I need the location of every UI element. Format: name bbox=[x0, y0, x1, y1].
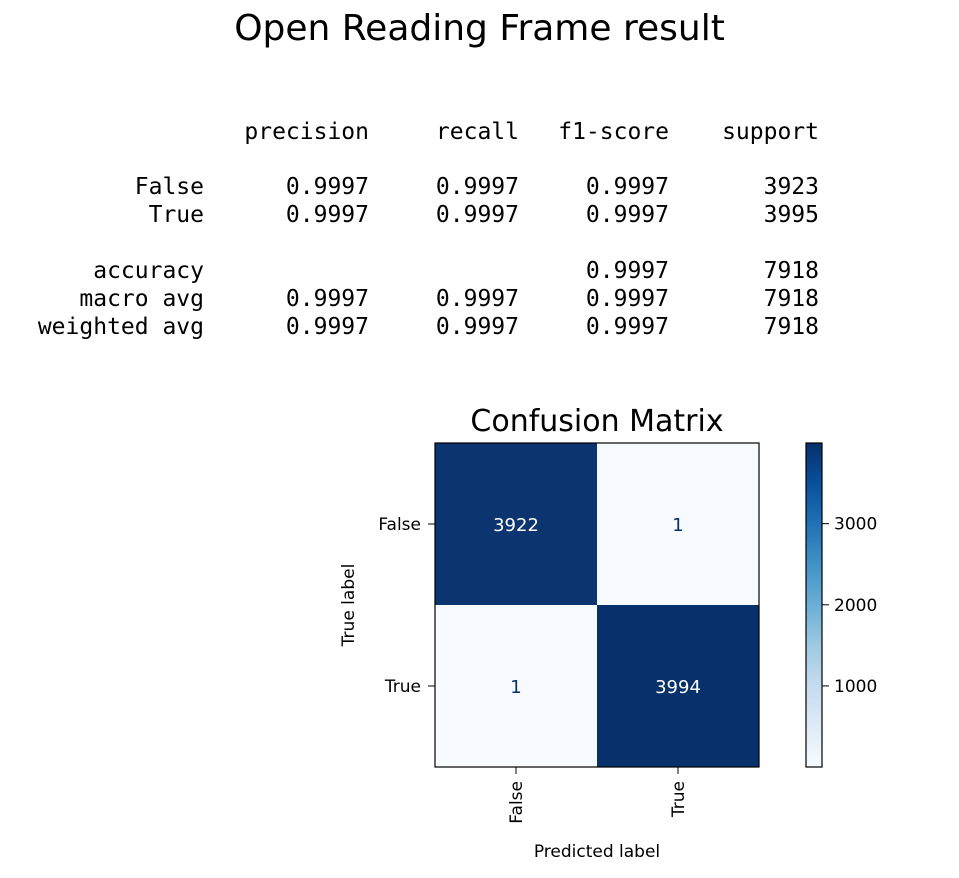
matrix-frame bbox=[434, 442, 760, 768]
row-recall: 0.9997 bbox=[435, 202, 519, 228]
header-support: support bbox=[722, 119, 819, 145]
row-support: 7918 bbox=[763, 258, 819, 284]
row-recall: 0.9997 bbox=[435, 314, 519, 340]
header-recall: recall bbox=[435, 119, 519, 145]
matrix-cell bbox=[597, 605, 759, 767]
row-f1: 0.9997 bbox=[585, 258, 669, 284]
row-label: macro avg bbox=[79, 286, 204, 312]
row-f1: 0.9997 bbox=[585, 314, 669, 340]
row-precision: 0.9997 bbox=[285, 314, 369, 340]
row-precision: 0.9997 bbox=[285, 202, 369, 228]
row-support: 7918 bbox=[763, 286, 819, 312]
report-row-true: True 0.9997 0.9997 0.9997 3995 bbox=[0, 201, 830, 229]
x-tick-label: False bbox=[507, 781, 527, 824]
y-tick-label: True bbox=[384, 677, 421, 697]
report-row-weighted-avg: weighted avg 0.9997 0.9997 0.9997 7918 bbox=[0, 313, 830, 341]
cell-value-label: 3994 bbox=[655, 677, 701, 698]
cell-value-label: 3922 bbox=[493, 515, 539, 536]
cell-value-label: 1 bbox=[672, 515, 683, 536]
row-f1: 0.9997 bbox=[585, 202, 669, 228]
row-label: weighted avg bbox=[37, 314, 204, 340]
matrix-cell bbox=[435, 605, 597, 767]
row-support: 7918 bbox=[763, 314, 819, 340]
colorbar-tick-label: 3000 bbox=[834, 515, 877, 535]
header-f1-score: f1-score bbox=[558, 119, 669, 145]
report-row-accuracy: accuracy 0.9997 7918 bbox=[0, 257, 830, 285]
row-f1: 0.9997 bbox=[585, 286, 669, 312]
colorbar-tick-label: 2000 bbox=[834, 596, 877, 616]
y-axis-label: True label bbox=[339, 564, 359, 648]
chart-title: Confusion Matrix bbox=[470, 404, 723, 439]
row-label: False bbox=[134, 174, 204, 200]
row-label: accuracy bbox=[93, 258, 204, 284]
x-tick-label: True bbox=[669, 781, 689, 818]
y-tick-label: False bbox=[378, 515, 421, 535]
report-row-false: False 0.9997 0.9997 0.9997 3923 bbox=[0, 173, 830, 201]
row-support: 3995 bbox=[763, 202, 819, 228]
report-header-row: precision recall f1-score support bbox=[0, 118, 830, 146]
x-axis-label: Predicted label bbox=[534, 842, 660, 862]
colorbar-tick-label: 1000 bbox=[834, 677, 877, 697]
row-f1: 0.9997 bbox=[585, 174, 669, 200]
row-recall: 0.9997 bbox=[435, 286, 519, 312]
cell-value-label: 1 bbox=[510, 677, 521, 698]
page-title: Open Reading Frame result bbox=[234, 8, 725, 49]
report-row-macro-avg: macro avg 0.9997 0.9997 0.9997 7918 bbox=[0, 285, 830, 313]
row-label: True bbox=[148, 202, 204, 228]
row-precision: 0.9997 bbox=[285, 174, 369, 200]
matrix-cell bbox=[597, 443, 759, 605]
colorbar bbox=[805, 442, 823, 768]
row-precision: 0.9997 bbox=[285, 286, 369, 312]
row-support: 3923 bbox=[763, 174, 819, 200]
row-recall: 0.9997 bbox=[435, 174, 519, 200]
matrix-cell bbox=[435, 443, 597, 605]
header-precision: precision bbox=[244, 119, 369, 145]
